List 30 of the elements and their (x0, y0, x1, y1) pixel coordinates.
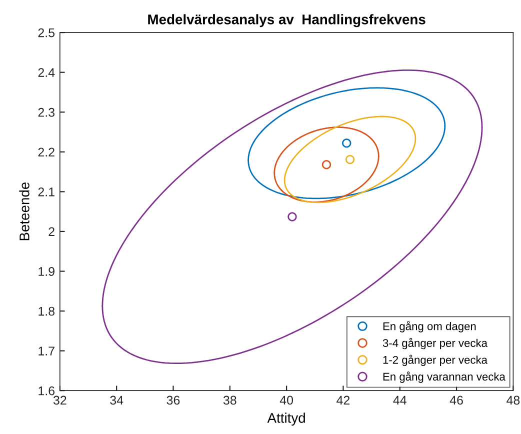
point (288, 212, 297, 222)
y-axis-title: Beteende (19, 182, 30, 240)
legend-label: En gång om dagen (383, 321, 476, 332)
y-tick-label: 1.8 (38, 306, 55, 316)
y-tick-label: 2.1 (38, 187, 54, 196)
y-tick-label: 1.9 (38, 267, 54, 276)
x-tick-label: 40 (280, 396, 294, 405)
y-tick-label: 2.2 (38, 148, 54, 156)
y-tick-label: 2 (48, 227, 54, 236)
point (345, 154, 355, 164)
x-tick-label: 44 (393, 396, 406, 405)
chart-title: Medelvärdesanalys av Handlingsfrekvens (148, 14, 426, 28)
legend-label: 1-2 gånger per vecka (383, 354, 488, 366)
x-tick-label: 38 (223, 396, 236, 405)
y-tick-label: 2.5 (38, 28, 55, 38)
x-tick-label: 42 (336, 396, 350, 405)
point (322, 160, 332, 170)
y-tick-label: 1.6 (38, 386, 55, 396)
x-tick-label: 32 (53, 396, 66, 405)
legend-label: 3-4 gånger per vecka (382, 338, 488, 350)
y-tick-label: 1.7 (38, 346, 54, 356)
x-tick-label: 36 (166, 396, 180, 405)
x-axis-title: Attityd (267, 412, 305, 426)
x-tick-label: 46 (450, 396, 463, 405)
y-tick-label: 2.4 (38, 68, 55, 77)
x-tick-label: 34 (110, 396, 124, 405)
y-tick-label: 2.3 (38, 108, 55, 117)
point (342, 138, 352, 148)
x-tick-label: 48 (506, 396, 520, 405)
legend-label: En gång varannan vecka (383, 372, 506, 383)
